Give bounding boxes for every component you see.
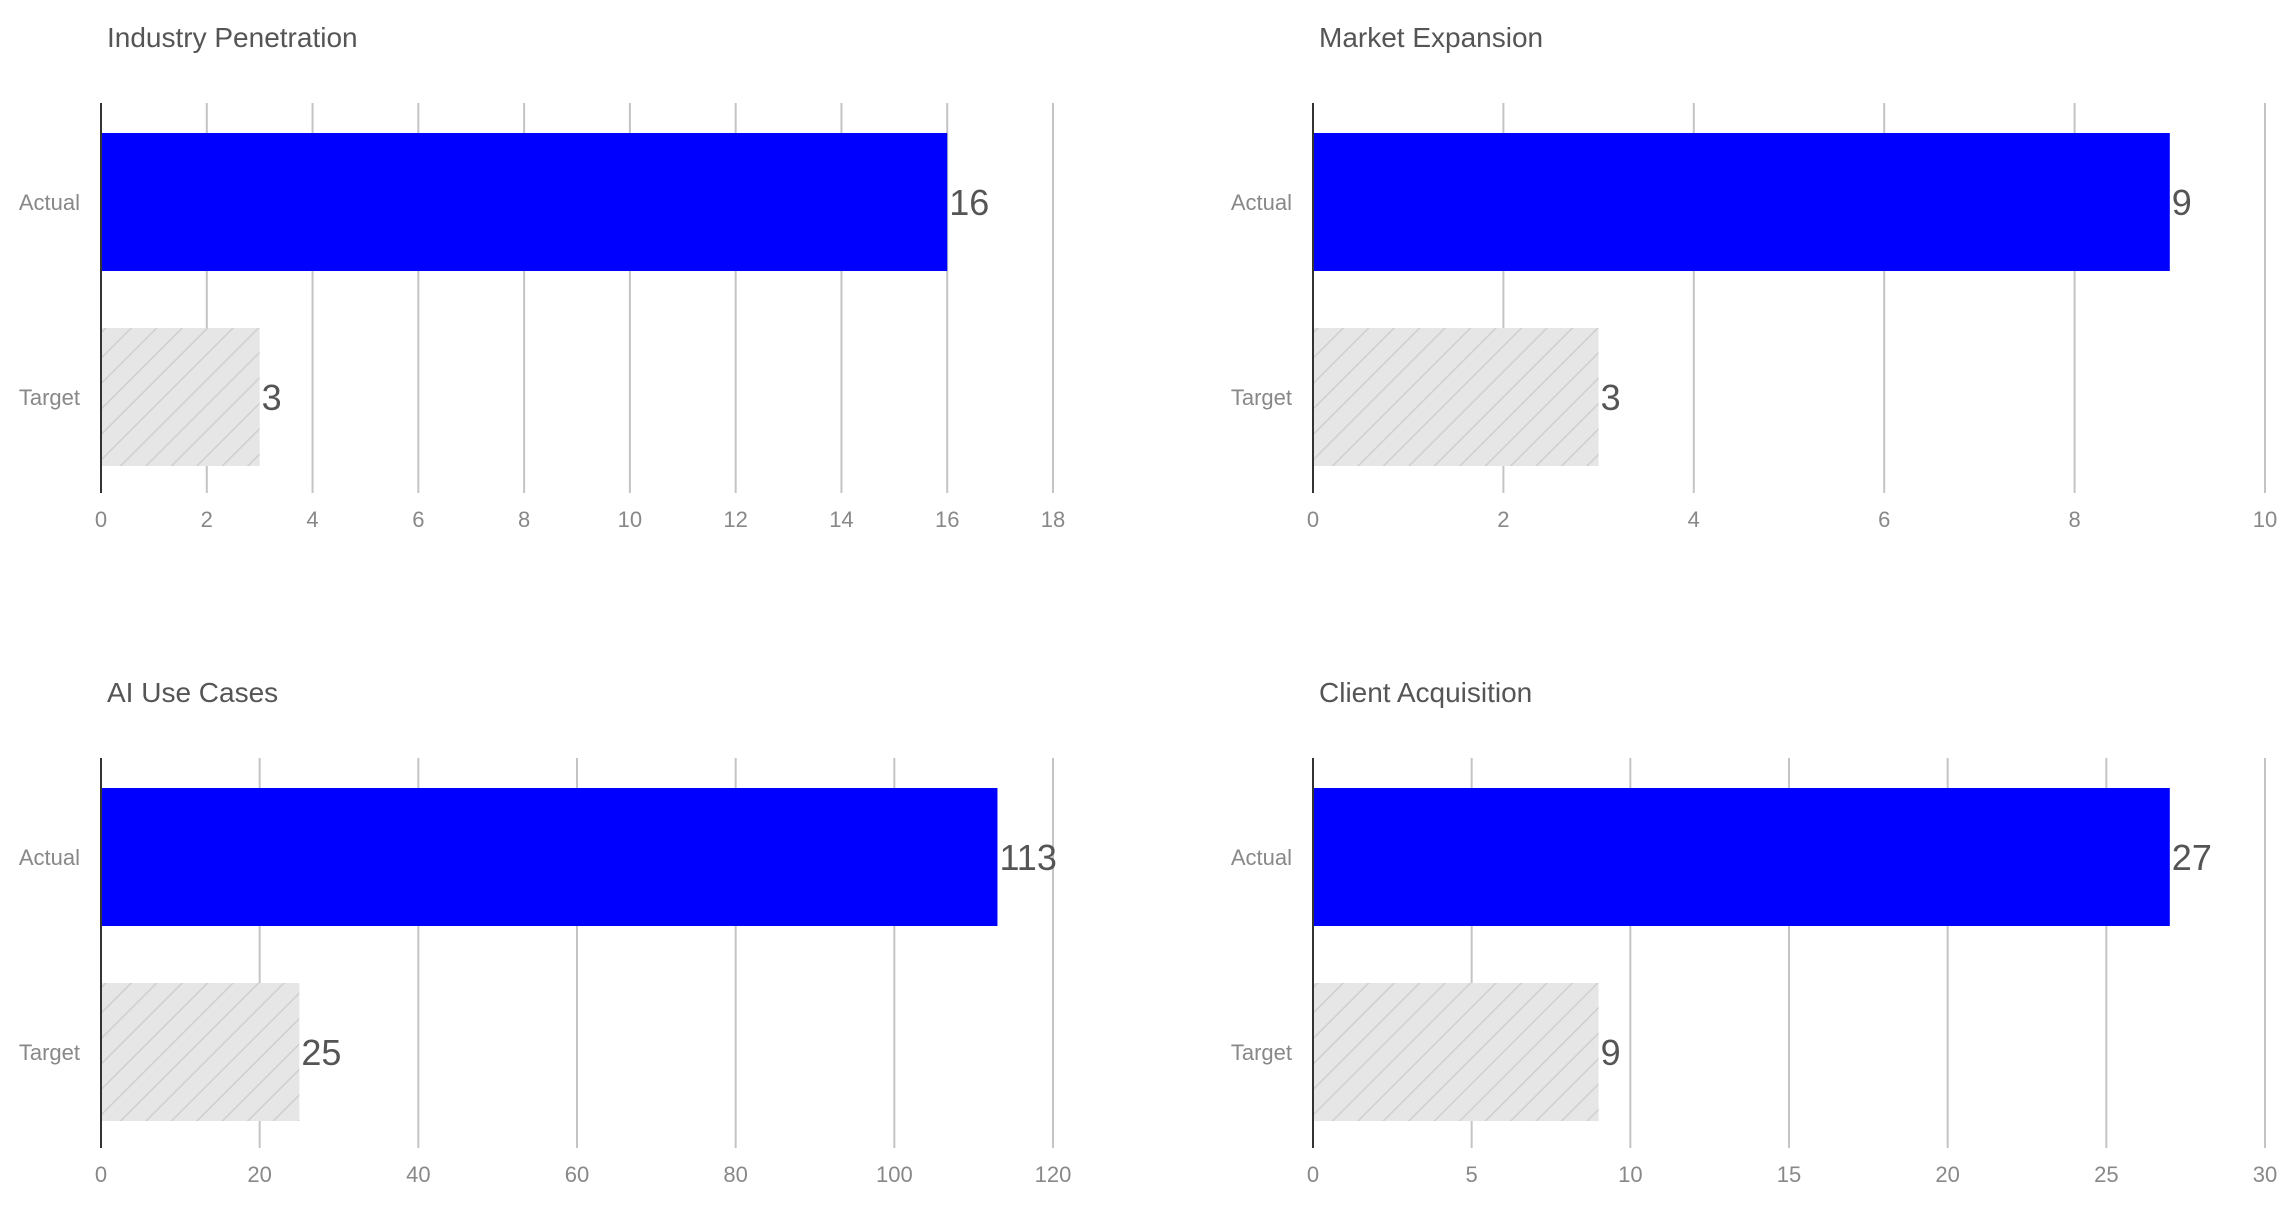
x-tick-label: 12 [723, 507, 747, 532]
x-tick-label: 0 [1307, 507, 1319, 532]
x-tick-label: 25 [2094, 1162, 2118, 1187]
chart-title: Market Expansion [1319, 22, 1543, 53]
bar-target [101, 983, 300, 1121]
x-tick-label: 30 [2253, 1162, 2277, 1187]
x-tick-label: 120 [1035, 1162, 1072, 1187]
x-tick-label: 15 [1777, 1162, 1801, 1187]
data-label: 113 [999, 837, 1056, 878]
chart-title: AI Use Cases [107, 677, 278, 708]
x-tick-label: 10 [2253, 507, 2277, 532]
category-label: Target [19, 1040, 80, 1065]
x-tick-label: 14 [829, 507, 853, 532]
x-tick-label: 10 [1618, 1162, 1642, 1187]
x-tick-label: 60 [565, 1162, 589, 1187]
category-label: Target [1231, 1040, 1292, 1065]
bar-target [1313, 983, 1599, 1121]
data-label: 16 [949, 182, 989, 223]
category-label: Actual [19, 845, 80, 870]
x-tick-label: 18 [1041, 507, 1065, 532]
x-tick-label: 5 [1466, 1162, 1478, 1187]
category-label: Target [1231, 385, 1292, 410]
category-label: Actual [1231, 845, 1292, 870]
category-label: Actual [1231, 190, 1292, 215]
category-label: Actual [19, 190, 80, 215]
x-tick-label: 8 [518, 507, 530, 532]
x-tick-label: 6 [1878, 507, 1890, 532]
data-label: 25 [301, 1032, 341, 1073]
category-label: Target [19, 385, 80, 410]
chart-title: Client Acquisition [1319, 677, 1532, 708]
bar-target [101, 328, 260, 466]
data-label: 9 [1601, 1032, 1621, 1073]
x-tick-label: 40 [406, 1162, 430, 1187]
x-tick-label: 8 [2068, 507, 2080, 532]
bar-actual [1313, 133, 2170, 271]
bar-target [1313, 328, 1599, 466]
chart-panel-2: AI Use Cases Actual 113 Target 25 0 20 40 60 80 10… [19, 677, 1072, 1187]
bar-actual [1313, 788, 2170, 926]
x-tick-label: 4 [306, 507, 318, 532]
chart-panel-1: Market Expansion Actual 9 Target 3 0 2 4 6 8 10 [1231, 22, 2277, 532]
x-tick-label: 0 [95, 1162, 107, 1187]
x-tick-label: 4 [1688, 507, 1700, 532]
x-tick-label: 2 [201, 507, 213, 532]
chart-panel-3: Client Acquisition Actual 27 Target 9 0 5 10 15 2… [1231, 677, 2277, 1187]
data-label: 3 [262, 377, 282, 418]
bar-actual [101, 788, 998, 926]
data-label: 3 [1601, 377, 1621, 418]
x-tick-label: 10 [618, 507, 642, 532]
data-label: 9 [2172, 182, 2192, 223]
chart-panel-0: Industry Penetration Actual 16 Target 3 0 2 4 6 8… [19, 22, 1065, 532]
x-tick-label: 0 [95, 507, 107, 532]
x-tick-label: 20 [247, 1162, 271, 1187]
x-tick-label: 16 [935, 507, 959, 532]
x-tick-label: 80 [723, 1162, 747, 1187]
x-tick-label: 0 [1307, 1162, 1319, 1187]
x-tick-label: 100 [876, 1162, 913, 1187]
x-tick-label: 2 [1497, 507, 1509, 532]
x-tick-label: 6 [412, 507, 424, 532]
x-tick-label: 20 [1935, 1162, 1959, 1187]
data-label: 27 [2172, 837, 2212, 878]
bar-actual [101, 133, 948, 271]
chart-title: Industry Penetration [107, 22, 358, 53]
